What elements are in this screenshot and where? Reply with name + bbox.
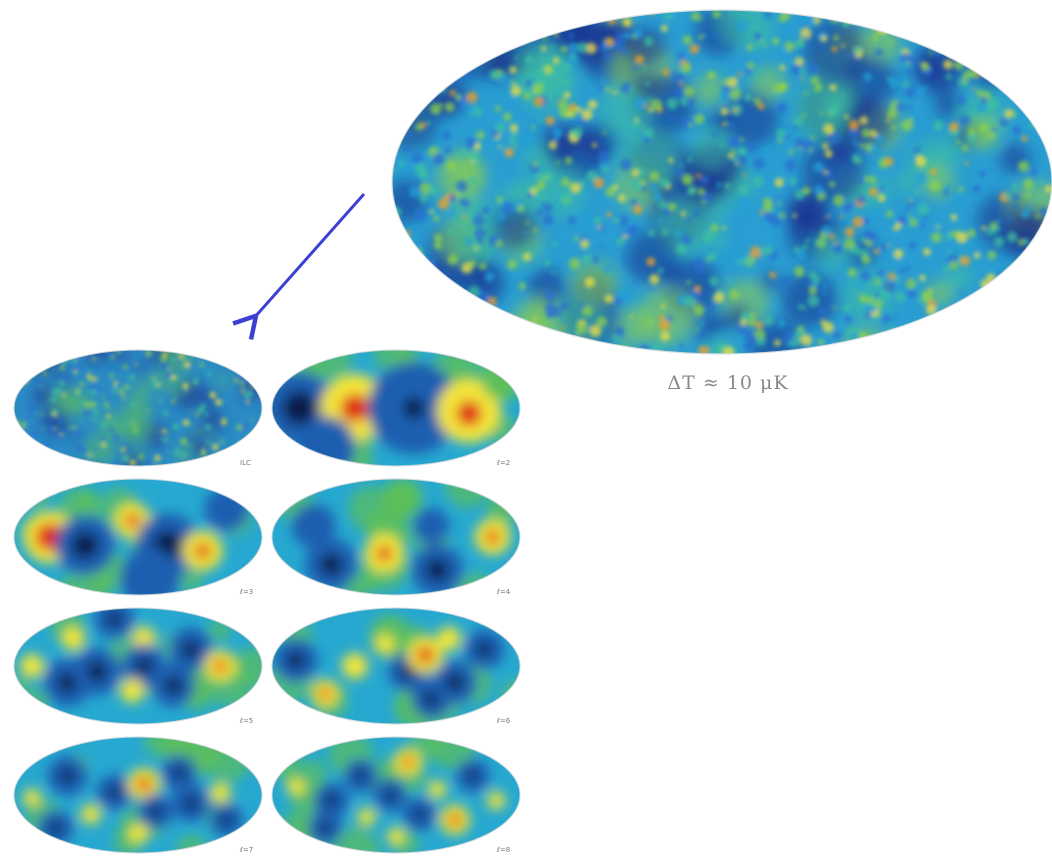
panel-label-l5: ℓ=5 (240, 717, 254, 725)
panel-label-l2: ℓ=2 (497, 459, 511, 467)
multipole-panel-grid (13, 349, 521, 854)
multipole-panel (13, 736, 263, 854)
panel-label-l6: ℓ=6 (497, 717, 511, 725)
panel-label-l3: ℓ=3 (240, 588, 254, 596)
temperature-caption: ΔT ≈ 10 μK (667, 372, 789, 394)
panel-label-l7: ℓ=7 (240, 846, 254, 854)
multipole-panel (13, 349, 263, 467)
panel-label-ilc: ILC (240, 459, 251, 467)
panel-label-l8: ℓ=8 (497, 846, 511, 854)
multipole-panel (271, 349, 521, 467)
multipole-panel (13, 607, 263, 725)
cmb-main-map (391, 9, 1052, 355)
multipole-panel (13, 478, 263, 596)
multipole-panel (271, 736, 521, 854)
multipole-panel (271, 607, 521, 725)
arrow (232, 193, 366, 340)
multipole-panel (271, 478, 521, 596)
panel-label-l4: ℓ=4 (497, 588, 511, 596)
